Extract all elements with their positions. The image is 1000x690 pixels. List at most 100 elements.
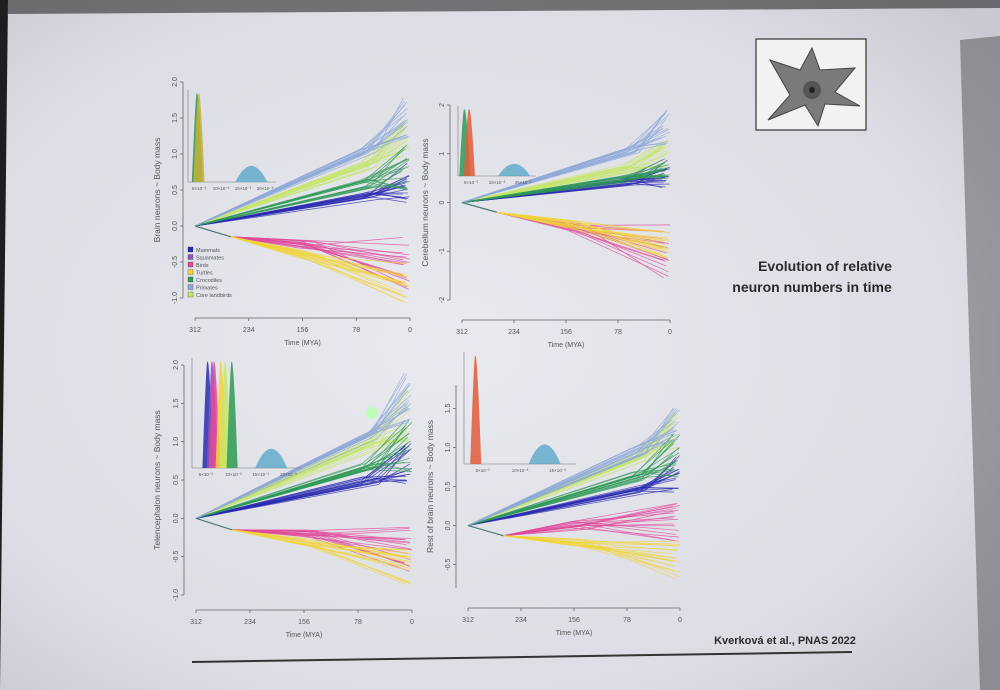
y-tick-label: 2.0 xyxy=(173,360,180,370)
x-tick-label: 78 xyxy=(623,617,631,624)
trace-line xyxy=(467,439,676,526)
trace-line xyxy=(461,158,666,203)
y-tick-label: 2 xyxy=(439,103,446,107)
x-axis-label: Time (MYA) xyxy=(548,342,585,349)
trace-line xyxy=(231,529,406,540)
y-tick-label: 1.0 xyxy=(173,437,180,447)
y-tick-label: 1.0 xyxy=(445,442,452,452)
y-tick-label: -1.0 xyxy=(173,589,180,601)
stem-line xyxy=(194,225,232,238)
series-traces xyxy=(194,97,409,227)
chart-panel-brain: 2.0 1.5 1.0 0.5 0.0 -0.5 -1.0 Brain neurons ~ B… xyxy=(152,77,412,347)
trace-line xyxy=(194,159,410,227)
inset-density-plot: 5×10⁻³ 10×10⁻³ 15×10⁻³ 20×10⁻³ xyxy=(187,90,276,191)
inset-density-plot: 5×10⁻³ 10×10⁻³ 15×10⁻³ 20×10⁻³ xyxy=(191,358,302,477)
trace-line xyxy=(231,529,411,560)
trace-line xyxy=(467,489,673,526)
series-traces xyxy=(467,433,680,526)
y-tick-label: 0.5 xyxy=(173,475,180,485)
density-peak xyxy=(193,93,205,182)
chart-panel-cerebellum: 2 1 0 -1 -2 Cerebellum neurons ~ Body mass 312… xyxy=(420,103,672,349)
trace-line xyxy=(195,457,410,519)
trace-line xyxy=(230,236,404,266)
trace-line xyxy=(195,445,406,519)
trace-line xyxy=(194,192,409,227)
slide-title-line-2: neuron numbers in time xyxy=(732,279,892,295)
x-tick-label: 234 xyxy=(508,329,520,336)
trace-line xyxy=(467,469,678,526)
inset-tick-label: 20×10⁻³ xyxy=(280,472,297,477)
trace-line xyxy=(195,473,411,519)
x-tick-label: 312 xyxy=(456,329,468,336)
neuron-image xyxy=(755,38,867,131)
trace-line xyxy=(503,535,673,555)
trace-line xyxy=(195,394,412,519)
y-tick-label: 2.0 xyxy=(172,77,179,87)
y-tick-label: -0.5 xyxy=(172,256,179,268)
trace-line xyxy=(503,515,676,537)
x-axis-label: Time (MYA) xyxy=(556,630,593,637)
trace-line xyxy=(194,185,404,227)
inset-tick-label: 25×10⁻³ xyxy=(515,180,532,185)
citation: Kverková et al., PNAS 2022 xyxy=(714,635,856,647)
series-traces xyxy=(230,236,410,304)
y-axis-label: Cerebellum neurons ~ Body mass xyxy=(420,138,430,266)
trace-line xyxy=(231,529,408,563)
series-traces xyxy=(195,372,412,519)
stem-line xyxy=(461,201,497,213)
legend-entry: Primates xyxy=(196,286,218,292)
series-traces xyxy=(194,144,411,227)
series-traces xyxy=(461,158,670,203)
x-tick-label: 0 xyxy=(668,329,672,336)
legend-entry: Birds xyxy=(196,263,209,269)
chart-panel-telencephalon: 2.0 1.5 1.0 0.5 0.0 -0.5 -1.0 Telencephalon neu… xyxy=(152,358,414,639)
inset-tick-label: 15×10⁻³ xyxy=(235,186,252,191)
trace-line xyxy=(195,401,409,519)
trace-line xyxy=(231,529,407,550)
legend-entry: Squamates xyxy=(196,256,224,262)
trace-line xyxy=(461,168,665,203)
trace-line xyxy=(467,460,678,526)
y-tick-label: 0.0 xyxy=(172,221,179,231)
trace-line xyxy=(467,447,680,526)
x-tick-label: 156 xyxy=(560,329,572,336)
trace-line xyxy=(467,439,674,526)
trace-line xyxy=(231,529,405,567)
trace-line xyxy=(194,101,407,227)
x-tick-label: 312 xyxy=(190,619,202,626)
x-tick-label: 312 xyxy=(189,327,201,334)
legend-swatch xyxy=(187,291,194,298)
trace-line xyxy=(496,211,663,249)
trace-line xyxy=(496,211,670,250)
legend-entry: Turtles xyxy=(196,271,213,277)
y-tick-label: 0.0 xyxy=(173,513,180,523)
x-tick-label: 312 xyxy=(462,617,474,624)
y-tick-label: -1 xyxy=(439,248,446,254)
y-tick-label: -1.0 xyxy=(172,292,179,304)
y-tick-label: 1.5 xyxy=(173,398,180,408)
y-tick-label: -2 xyxy=(439,297,446,303)
trace-line xyxy=(230,236,408,288)
x-tick-label: 0 xyxy=(408,327,412,334)
y-axis-label: Telencephalon neurons ~ Body mass xyxy=(152,410,162,550)
y-tick-label: -0.5 xyxy=(445,558,452,570)
y-tick-label: 0.5 xyxy=(445,482,452,492)
trace-line xyxy=(230,236,410,263)
trace-line xyxy=(195,384,410,519)
series-traces xyxy=(461,109,671,203)
trace-line xyxy=(195,467,412,519)
trace-line xyxy=(467,409,678,526)
legend-entry: Core landbirds xyxy=(196,293,232,299)
x-tick-label: 78 xyxy=(352,327,360,334)
trace-line xyxy=(503,524,674,541)
density-peak xyxy=(528,444,561,464)
legend-swatch xyxy=(187,276,194,283)
trace-line xyxy=(230,236,405,298)
trace-line xyxy=(503,535,680,578)
trace-line xyxy=(467,486,679,526)
trace-line xyxy=(194,126,408,227)
x-tick-label: 0 xyxy=(678,617,682,624)
slide-title-line-1: Evolution of relative xyxy=(758,258,892,274)
x-tick-label: 78 xyxy=(354,619,362,626)
